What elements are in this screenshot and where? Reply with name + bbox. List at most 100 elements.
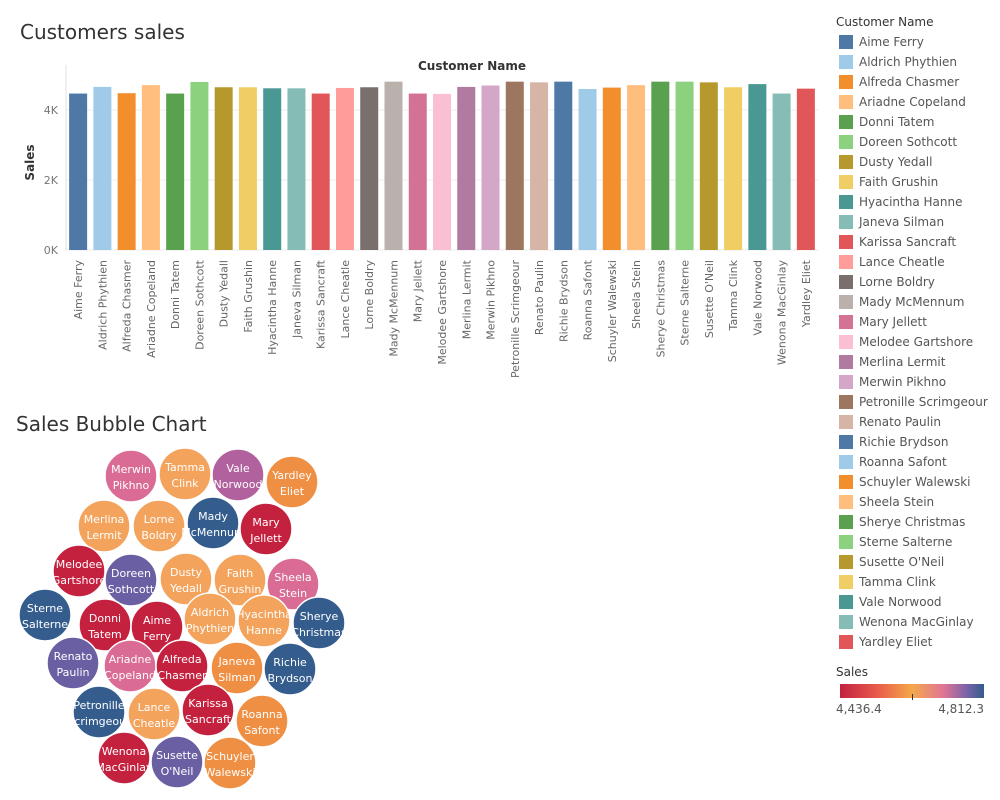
bubble-label: Chasmer	[157, 669, 207, 682]
bubble	[127, 687, 181, 741]
legend-item[interactable]: Donni Tatem	[836, 112, 1000, 132]
legend-label: Aime Ferry	[859, 35, 924, 49]
legend-item[interactable]: Lorne Boldry	[836, 272, 1000, 292]
bubble-label: Lermit	[86, 529, 122, 542]
legend-item[interactable]: Petronille Scrimgeour	[836, 392, 1000, 412]
bar	[263, 88, 282, 250]
legend-item[interactable]: Karissa Sancraft	[836, 232, 1000, 252]
legend-label: Tamma Clink	[859, 575, 936, 589]
legend-swatch	[839, 55, 853, 69]
legend-item[interactable]: Mady McMennum	[836, 292, 1000, 312]
bubble-label: McMennum	[181, 526, 244, 539]
bubble	[97, 731, 151, 785]
bubble	[103, 639, 157, 693]
bar	[238, 87, 257, 250]
legend-item[interactable]: Faith Grushin	[836, 172, 1000, 192]
legend-item[interactable]: Ariadne Copeland	[836, 92, 1000, 112]
legend-item[interactable]: Aime Ferry	[836, 32, 1000, 52]
legend-item[interactable]: Renato Paulin	[836, 412, 1000, 432]
bar	[651, 81, 670, 251]
bubble-label: Sothcott	[108, 583, 155, 596]
bubble-label: Merlina	[84, 513, 125, 526]
bubble-label: Renato	[54, 650, 93, 663]
bubble-label: Hyacintha	[236, 608, 292, 621]
customer-legend: Customer Name Aime Ferry Aldrich Phythien…	[836, 15, 1000, 652]
bar	[627, 85, 646, 251]
legend-item[interactable]: Lance Cheatle	[836, 252, 1000, 272]
legend-swatch	[839, 515, 853, 529]
legend-item[interactable]: Wenona MacGinlay	[836, 612, 1000, 632]
legend-item[interactable]: Janeva Silman	[836, 212, 1000, 232]
bubble	[181, 683, 235, 737]
legend-item[interactable]: Roanna Safont	[836, 452, 1000, 472]
bubble-label: Richie	[273, 656, 307, 669]
legend-item[interactable]: Mary Jellett	[836, 312, 1000, 332]
legend-item[interactable]: Merwin Pikhno	[836, 372, 1000, 392]
legend-item[interactable]: Sherye Christmas	[836, 512, 1000, 532]
bubble-label: Gartshore	[52, 574, 107, 587]
bubble-label: Mary	[252, 516, 280, 529]
legend-item[interactable]: Melodee Gartshore	[836, 332, 1000, 352]
y-axis-title: Sales	[23, 144, 37, 180]
legend-item[interactable]: Aldrich Phythien	[836, 52, 1000, 72]
legend-item[interactable]: Susette O'Neil	[836, 552, 1000, 572]
x-tick-label: Petronille Scrimgeour	[509, 260, 522, 379]
x-tick-label: Yardley Eliet	[800, 259, 813, 328]
bubble-label: Norwood	[214, 478, 263, 491]
bubble-label: Grushin	[219, 583, 262, 596]
bubble	[210, 641, 264, 695]
legend-swatch	[839, 455, 853, 469]
legend-swatch	[839, 575, 853, 589]
legend-item[interactable]: Doreen Sothcott	[836, 132, 1000, 152]
legend-swatch	[839, 275, 853, 289]
x-tick-label: Mady McMennum	[387, 260, 400, 357]
legend-item[interactable]: Richie Brydson	[836, 432, 1000, 452]
x-tick-label: Wenona MacGinlay	[776, 260, 789, 366]
bubble	[235, 694, 289, 748]
legend-label: Merwin Pikhno	[859, 375, 947, 389]
bubble-label: Yardley	[271, 469, 312, 482]
x-axis-title: Customer Name	[418, 59, 526, 73]
legend-label: Vale Norwood	[859, 595, 942, 609]
bubble-label: Roanna	[241, 708, 282, 721]
bubble-label: Mady	[198, 510, 228, 523]
legend-item[interactable]: Dusty Yedall	[836, 152, 1000, 172]
legend-label: Janeva Silman	[859, 215, 945, 229]
bar	[433, 93, 451, 251]
bubble-label: Cheatle	[133, 717, 176, 730]
legend-label: Karissa Sancraft	[859, 235, 957, 249]
legend-item[interactable]: Sterne Salterne	[836, 532, 1000, 552]
legend-item[interactable]: Hyacintha Hanne	[836, 192, 1000, 212]
legend-item[interactable]: Yardley Eliet	[836, 632, 1000, 652]
legend-label: Doreen Sothcott	[859, 135, 958, 149]
legend-swatch	[839, 595, 853, 609]
bubble	[77, 499, 131, 553]
bar	[675, 81, 694, 251]
legend-item[interactable]: Sheela Stein	[836, 492, 1000, 512]
bubble-label: Brydson	[268, 672, 313, 685]
bubble	[265, 455, 319, 509]
bar	[530, 82, 549, 250]
x-tick-label: Lance Cheatle	[339, 260, 352, 339]
legend-swatch	[839, 355, 853, 369]
bubble	[186, 496, 240, 550]
legend-item[interactable]: Schuyler Walewski	[836, 472, 1000, 492]
color-legend-max: 4,812.3	[938, 702, 984, 716]
legend-item[interactable]: Tamma Clink	[836, 572, 1000, 592]
bubble-chart: Merwin Pikhno Tamma Clink Vale Norwood Yardley…	[18, 447, 347, 790]
legend-swatch	[839, 155, 853, 169]
legend-label: Dusty Yedall	[859, 155, 933, 169]
bar	[481, 85, 500, 250]
bubble	[18, 588, 72, 642]
legend-item[interactable]: Merlina Lermit	[836, 352, 1000, 372]
bubble	[237, 594, 291, 648]
legend-item[interactable]: Alfreda Chasmer	[836, 72, 1000, 92]
bar	[360, 87, 379, 250]
bubble-label: Stein	[279, 587, 307, 600]
bubble	[158, 447, 212, 501]
legend-item[interactable]: Vale Norwood	[836, 592, 1000, 612]
x-tick-label: Hyacintha Hanne	[266, 260, 279, 355]
legend-swatch	[839, 295, 853, 309]
bubble-label: Ariadne	[109, 653, 152, 666]
legend-label: Lorne Boldry	[859, 275, 935, 289]
